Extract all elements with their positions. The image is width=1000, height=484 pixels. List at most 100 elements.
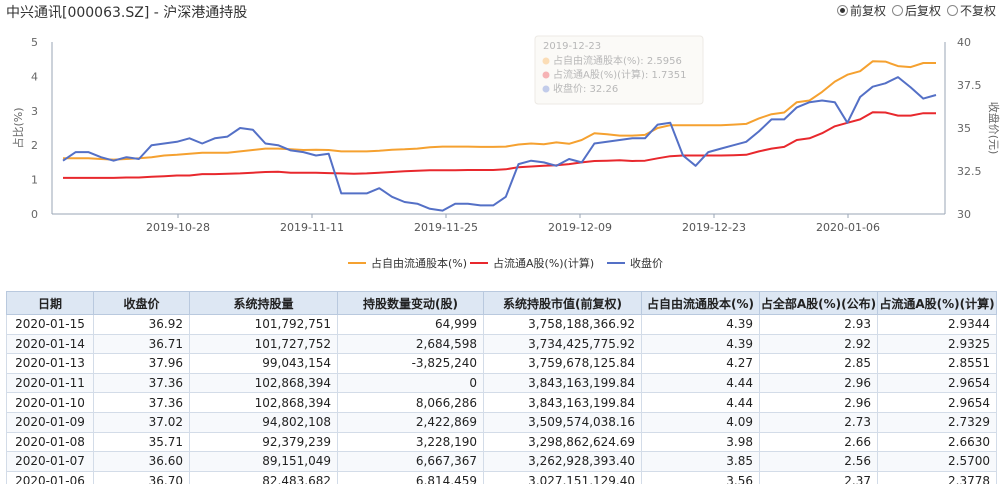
adjust-mode-group: 前复权 后复权 不复权 [836,2,996,19]
table-cell: 102,868,394 [189,392,338,413]
column-header[interactable]: 系统持股市值(前复权) [483,291,642,315]
radio-selected-icon[interactable] [836,5,848,16]
table-cell: 2.6630 [877,431,997,453]
table-cell: 8,066,286 [337,392,484,413]
table-cell: 2.66 [759,431,878,453]
table-cell: 37.36 [93,372,190,394]
x-tick-label: 2019-11-25 [414,221,478,234]
tooltip-dot-icon [542,57,550,65]
table-cell: 4.39 [641,314,760,335]
column-header[interactable]: 收盘价 [93,291,190,315]
table-cell: 2020-01-11 [6,372,94,394]
column-header[interactable]: 日期 [6,291,94,315]
tooltip-dot-icon [542,85,550,93]
series-line [63,60,936,161]
table-cell: 2.5700 [877,451,997,472]
table-cell: 4.44 [641,372,760,394]
table-cell: 4.44 [641,392,760,413]
y-right-tick-label: 32.5 [957,165,982,178]
table-cell: 2.9654 [877,372,997,394]
legend-label: 收盘价 [630,256,663,270]
table-cell: 3.98 [641,431,760,453]
table-cell: 2020-01-10 [6,392,94,413]
adjust-option-label: 后复权 [904,4,941,18]
tooltip-dot-icon [542,71,550,79]
table-cell: 99,043,154 [189,353,338,374]
x-tick-label: 2019-10-28 [146,221,210,234]
table-cell: 0 [337,372,484,394]
table-cell: 4.27 [641,353,760,374]
y-left-tick-label: 1 [31,174,38,187]
table-cell: 3,734,425,775.92 [483,333,642,355]
y-left-axis-label: 占比(%) [11,107,25,148]
table-cell: 2020-01-13 [6,353,94,374]
table-cell: 3,843,163,199.84 [483,392,642,413]
table-cell: 94,802,108 [189,411,338,433]
x-tick-label: 2020-01-06 [816,221,880,234]
table-cell: -3,825,240 [337,353,484,374]
table-cell: 101,727,752 [189,333,338,355]
table-cell: 2020-01-08 [6,431,94,453]
table-row: 2020-01-08 35.71 92,379,239 3,228,190 3,298,… [6,431,997,453]
table-header-row: 日期 收盘价 系统持股量 持股数量变动(股) 系统持股市值(前复权) 占自由流通股本(%)… [6,291,997,315]
table-body: 2020-01-15 36.92 101,792,751 64,999 3,758,18… [6,314,997,484]
radio-icon[interactable] [946,5,958,16]
table-cell: 3,843,163,199.84 [483,372,642,394]
table-row: 2020-01-07 36.60 89,151,049 6,667,367 3,262,… [6,451,997,472]
table-cell: 2.73 [759,411,878,433]
adjust-option-backward[interactable]: 后复权 [891,2,941,19]
column-header[interactable]: 系统持股量 [189,291,338,315]
adjust-option-none[interactable]: 不复权 [946,2,996,19]
table-cell: 2020-01-06 [6,470,94,484]
adjust-option-label: 不复权 [959,4,996,18]
table-cell: 2.7329 [877,411,997,433]
table-cell: 2,684,598 [337,333,484,355]
tooltip-box [534,35,704,105]
table-cell: 2020-01-15 [6,314,94,335]
column-header[interactable]: 占自由流通股本(%) [641,291,760,315]
table-cell: 3,228,190 [337,431,484,453]
table-cell: 2,422,869 [337,411,484,433]
tooltip-row: 占流通A股(%)(计算): 1.7351 [553,68,687,81]
table-cell: 2020-01-09 [6,411,94,433]
table-cell: 2.85 [759,353,878,374]
holding-table-wrap: 日期 收盘价 系统持股量 持股数量变动(股) 系统持股市值(前复权) 占自由流通股本(%)… [6,291,997,484]
table-cell: 36.71 [93,333,190,355]
adjust-option-forward[interactable]: 前复权 [836,2,886,19]
y-left-tick-label: 2 [31,139,38,152]
table-cell: 36.60 [93,451,190,472]
table-cell: 2.9325 [877,333,997,355]
table-row: 2020-01-15 36.92 101,792,751 64,999 3,758,18… [6,314,997,335]
table-cell: 35.71 [93,431,190,453]
table-cell: 3,759,678,125.84 [483,353,642,374]
table-cell: 3,758,188,366.92 [483,314,642,335]
radio-icon[interactable] [891,5,903,16]
y-left-tick-label: 4 [31,70,38,83]
legend-label: 占流通A股(%)(计算) [493,256,594,270]
page-title: 中兴通讯[000063.SZ] - 沪深港通持股 [6,5,248,21]
column-header[interactable]: 占全部A股(%)(公布) [759,291,878,315]
holding-table: 日期 收盘价 系统持股量 持股数量变动(股) 系统持股市值(前复权) 占自由流通股本(%)… [6,291,997,484]
y-right-tick-label: 37.5 [957,79,982,92]
table-cell: 2.9654 [877,392,997,413]
table-cell: 3,262,928,393.40 [483,451,642,472]
table-row: 2020-01-11 37.36 102,868,394 0 3,843,163,199… [6,372,997,394]
table-cell: 37.96 [93,353,190,374]
y-left-tick-label: 3 [31,105,38,118]
table-cell: 101,792,751 [189,314,338,335]
table-cell: 2.8551 [877,353,997,374]
y-right-tick-label: 30 [957,208,971,221]
tooltip-row: 收盘价: 32.26 [553,82,618,95]
table-cell: 36.92 [93,314,190,335]
table-cell: 2.93 [759,314,878,335]
column-header[interactable]: 占流通A股(%)(计算) [877,291,997,315]
column-header[interactable]: 持股数量变动(股) [337,291,484,315]
series-line [62,76,937,212]
table-cell: 3,298,862,624.69 [483,431,642,453]
table-cell: 64,999 [337,314,484,335]
table-cell: 2.9344 [877,314,997,335]
table-cell: 6,814,459 [337,470,484,484]
table-cell: 2.92 [759,333,878,355]
adjust-option-label: 前复权 [849,4,886,18]
x-tick-label: 2019-12-23 [682,221,746,234]
